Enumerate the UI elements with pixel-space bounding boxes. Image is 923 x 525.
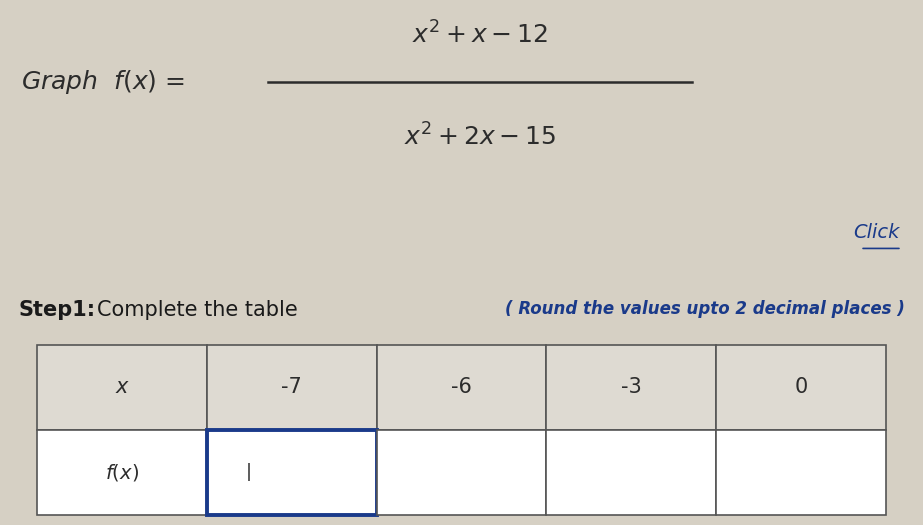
- FancyBboxPatch shape: [716, 430, 886, 515]
- FancyBboxPatch shape: [546, 345, 716, 430]
- Text: Click: Click: [854, 223, 900, 242]
- Text: $x^2 + x - 12$: $x^2 + x - 12$: [412, 22, 548, 49]
- Text: $x^2 + 2x - 15$: $x^2 + 2x - 15$: [404, 123, 556, 150]
- FancyBboxPatch shape: [37, 430, 207, 515]
- Text: -6: -6: [451, 377, 472, 397]
- Text: |: |: [246, 464, 252, 481]
- Text: -3: -3: [621, 377, 641, 397]
- FancyBboxPatch shape: [37, 345, 207, 430]
- FancyBboxPatch shape: [377, 345, 546, 430]
- Text: Graph  $f(x)$ =: Graph $f(x)$ =: [20, 68, 185, 96]
- FancyBboxPatch shape: [546, 430, 716, 515]
- Text: -7: -7: [282, 377, 302, 397]
- Text: 0: 0: [795, 377, 808, 397]
- FancyBboxPatch shape: [716, 345, 886, 430]
- FancyBboxPatch shape: [207, 345, 377, 430]
- Text: Step1:: Step1:: [18, 300, 96, 320]
- Text: ( Round the values upto 2 decimal places ): ( Round the values upto 2 decimal places…: [505, 300, 905, 318]
- FancyBboxPatch shape: [207, 430, 377, 515]
- Text: Complete the table: Complete the table: [97, 300, 297, 320]
- Text: $f(x)$: $f(x)$: [105, 462, 138, 483]
- Text: x: x: [115, 377, 128, 397]
- FancyBboxPatch shape: [377, 430, 546, 515]
